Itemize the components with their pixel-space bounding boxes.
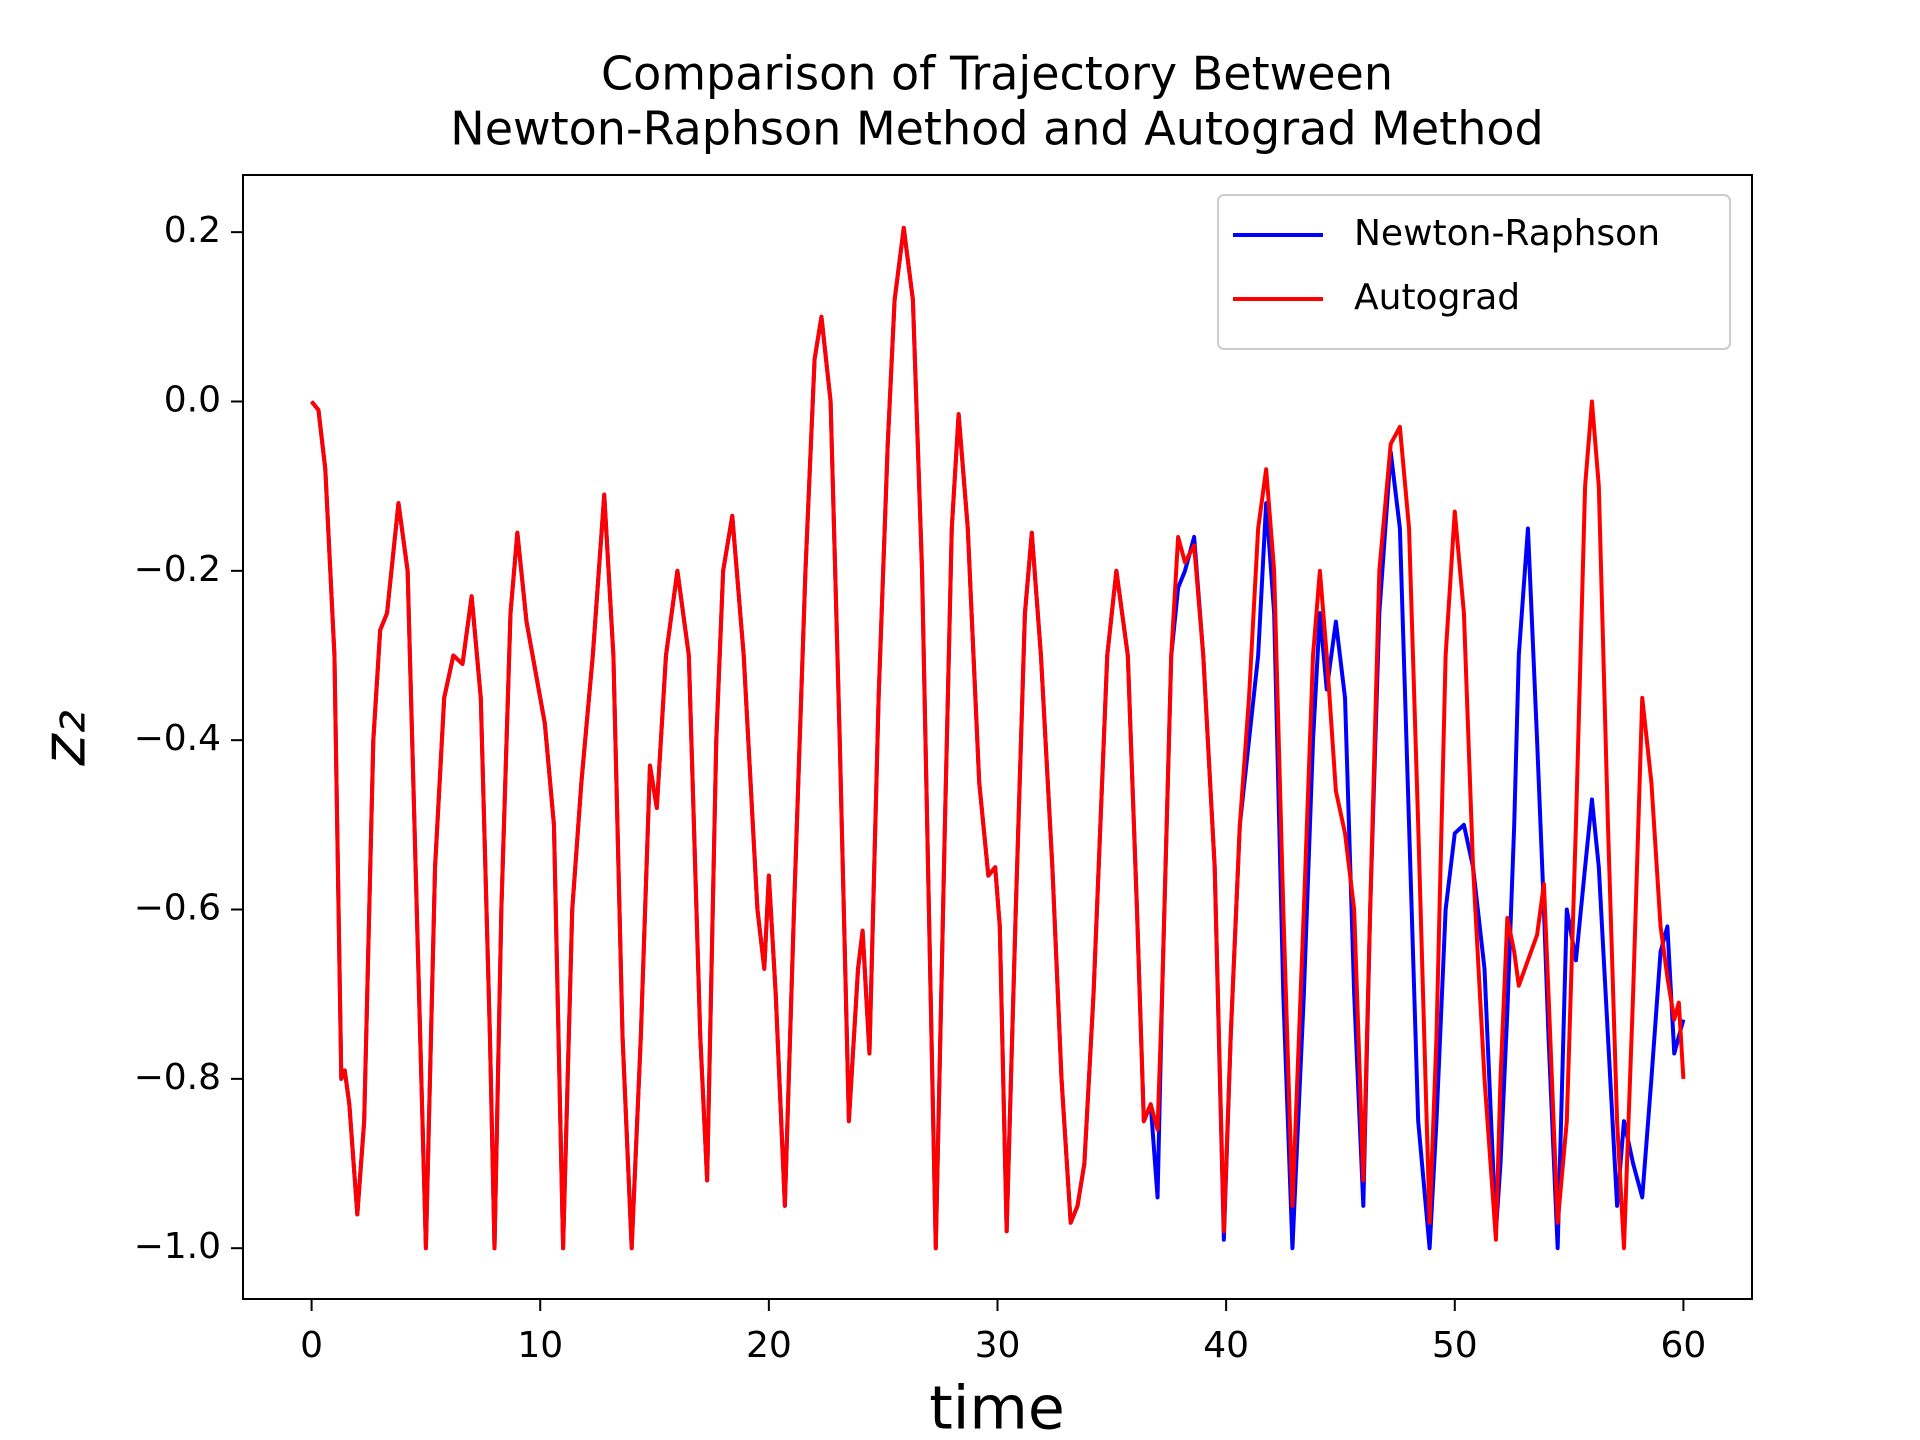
x-tick-label: 50: [1432, 1325, 1478, 1366]
legend-box: [1217, 194, 1731, 350]
y-tick-label: −0.2: [134, 549, 221, 590]
line-series: [310, 225, 1686, 1251]
plot-frame: [242, 174, 1753, 1300]
y-tick-label: 0.2: [164, 210, 221, 251]
x-axis-label: time: [929, 1374, 1065, 1440]
x-tick-label: 0: [300, 1325, 323, 1366]
x-tick-label: 30: [975, 1325, 1021, 1366]
x-tick-label: 40: [1203, 1325, 1249, 1366]
chart-title: Newton-Raphson Method and Autograd Metho…: [450, 102, 1543, 156]
legend-label: Autograd: [1354, 277, 1520, 318]
legend-label: Newton-Raphson: [1354, 213, 1660, 254]
chart-title: Comparison of Trajectory Between: [601, 47, 1393, 101]
y-tick-label: −0.8: [134, 1057, 221, 1098]
y-tick-label: −1.0: [134, 1226, 221, 1267]
y-tick-label: −0.4: [134, 718, 221, 759]
x-tick-label: 10: [517, 1325, 563, 1366]
y-tick-label: 0.0: [164, 379, 221, 420]
y-tick-label: −0.6: [134, 888, 221, 929]
x-tick-label: 20: [746, 1325, 792, 1366]
x-tick-label: 60: [1661, 1325, 1707, 1366]
y-axis-label: z₂: [30, 710, 100, 767]
